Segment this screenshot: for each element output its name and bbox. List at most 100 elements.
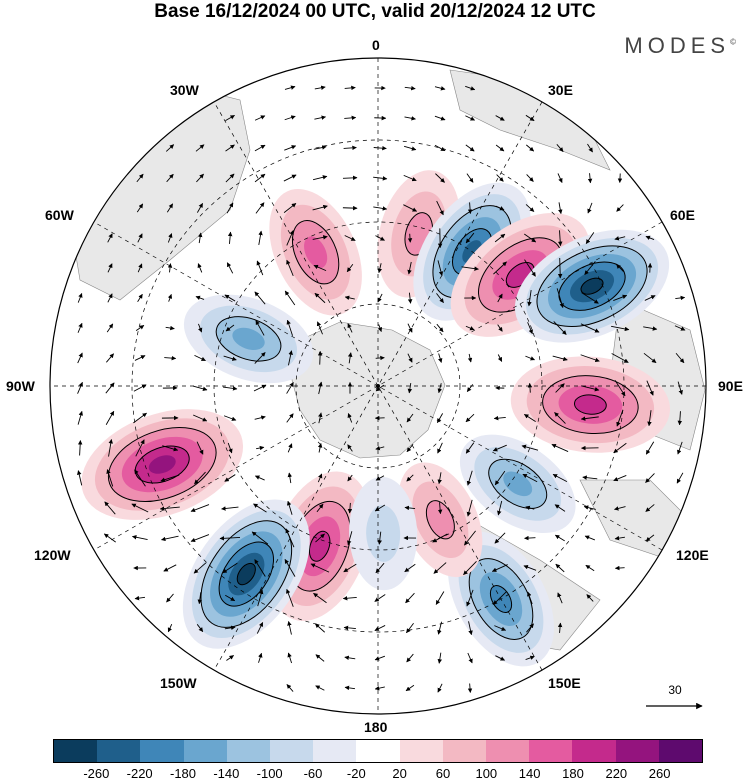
- wind-vector: [374, 685, 385, 691]
- wind-vector: [195, 295, 205, 301]
- wind-vector: [467, 683, 473, 693]
- wind-vector: [318, 381, 323, 395]
- wind-vector: [286, 319, 293, 336]
- wind-vector: [677, 381, 683, 395]
- wind-vector: [464, 530, 476, 546]
- wind-vector: [167, 233, 173, 243]
- wind-vector: [524, 535, 536, 541]
- colorbar-tick-label: 180: [562, 766, 584, 781]
- wind-vector: [104, 501, 116, 515]
- anomaly-contour-line: [308, 530, 331, 562]
- wind-vector: [614, 236, 626, 241]
- wind-vector: [465, 115, 476, 121]
- wind-vector: [253, 384, 267, 392]
- wind-vector: [313, 145, 327, 150]
- wind-vector: [347, 502, 353, 514]
- wind-vector: [557, 592, 563, 604]
- wind-vector: [255, 320, 265, 336]
- wind-vector: [223, 415, 237, 421]
- lon-label-30w: 30W: [170, 82, 199, 98]
- anomaly-contour-line: [542, 375, 639, 435]
- wind-vector: [159, 506, 180, 511]
- wind-vector: [521, 444, 539, 451]
- colorbar-swatch: [140, 740, 184, 762]
- wind-vector: [647, 410, 652, 427]
- wind-vector: [557, 257, 563, 279]
- wind-vector: [165, 144, 175, 152]
- wind-vector: [525, 204, 535, 212]
- wind-vector: [644, 295, 656, 301]
- wind-vector: [436, 200, 444, 216]
- wind-vector: [77, 292, 83, 303]
- wind-vector: [344, 685, 356, 691]
- wind-vector: [523, 414, 536, 422]
- wind-vector: [161, 535, 179, 542]
- wind-vector: [316, 321, 323, 335]
- wind-vector: [193, 562, 207, 574]
- wind-vector: [377, 324, 383, 332]
- wind-vector: [404, 145, 417, 151]
- wind-vector: [131, 503, 149, 513]
- wind-vector: [103, 533, 116, 543]
- wind-vector: [107, 263, 113, 273]
- polar-map: [49, 57, 707, 715]
- wind-vector: [219, 536, 241, 541]
- wind-vector: [316, 503, 324, 513]
- wind-vector: [465, 232, 475, 244]
- wind-vector: [437, 652, 443, 664]
- wind-vector: [434, 144, 446, 152]
- wind-vector: [527, 591, 533, 605]
- wind-vector: [347, 474, 353, 482]
- wind-vector: [465, 144, 475, 152]
- wind-vector: [497, 324, 503, 332]
- colorbar-tick-label: 100: [475, 766, 498, 781]
- reference-vector-label: 30: [668, 683, 682, 697]
- wind-vector: [555, 563, 565, 573]
- wind-vector: [286, 413, 294, 423]
- colorbar-tick-label: 220: [605, 766, 628, 781]
- wind-vector: [611, 325, 630, 332]
- negative-anomaly: [459, 434, 576, 534]
- wind-vector: [434, 115, 446, 121]
- wind-vector: [375, 562, 385, 574]
- colorbar-tick-label: -180: [169, 766, 197, 781]
- wind-vector: [525, 355, 536, 361]
- wind-vector: [466, 173, 474, 183]
- wind-vector: [675, 295, 686, 301]
- lon-label-60e: 60E: [670, 207, 695, 223]
- wind-vector: [166, 203, 174, 213]
- wind-vector: [584, 261, 596, 275]
- wind-vector: [108, 438, 113, 457]
- wind-vector: [77, 381, 83, 394]
- anomaly-contour-line: [536, 245, 648, 327]
- wind-vector: [283, 174, 297, 182]
- wind-vector: [581, 292, 599, 304]
- colorbar-ticks: -260 -220 -180 -140 -100 -60 -20 20 60 100 140 180 2…: [0, 766, 750, 783]
- anomaly-contour-fill: [426, 500, 455, 539]
- logo-mark: ©: [730, 37, 736, 47]
- wind-vector: [375, 384, 385, 392]
- wind-vector: [225, 114, 235, 122]
- wind-vector: [164, 355, 177, 361]
- wind-vector: [256, 260, 264, 276]
- wind-vector: [315, 654, 325, 662]
- wind-vector: [315, 533, 325, 543]
- wind-vector: [254, 475, 265, 481]
- wind-vector: [313, 592, 327, 604]
- wind-vector: [495, 655, 506, 661]
- wind-vector: [310, 563, 330, 573]
- wind-vector: [136, 203, 144, 213]
- wind-vector: [407, 261, 412, 275]
- wind-vector: [525, 505, 535, 511]
- wind-vector: [403, 174, 417, 182]
- anomaly-contour-fill: [309, 531, 330, 562]
- wind-vector: [556, 144, 564, 152]
- pole-marker: [376, 384, 380, 388]
- wind-vector: [284, 558, 296, 577]
- colorbar-tick-label: 140: [518, 766, 541, 781]
- wind-vector: [375, 235, 385, 241]
- wind-vector: [347, 413, 353, 423]
- wind-vector: [194, 471, 206, 485]
- lon-label-180: 180: [364, 719, 388, 735]
- wind-vector: [405, 684, 415, 692]
